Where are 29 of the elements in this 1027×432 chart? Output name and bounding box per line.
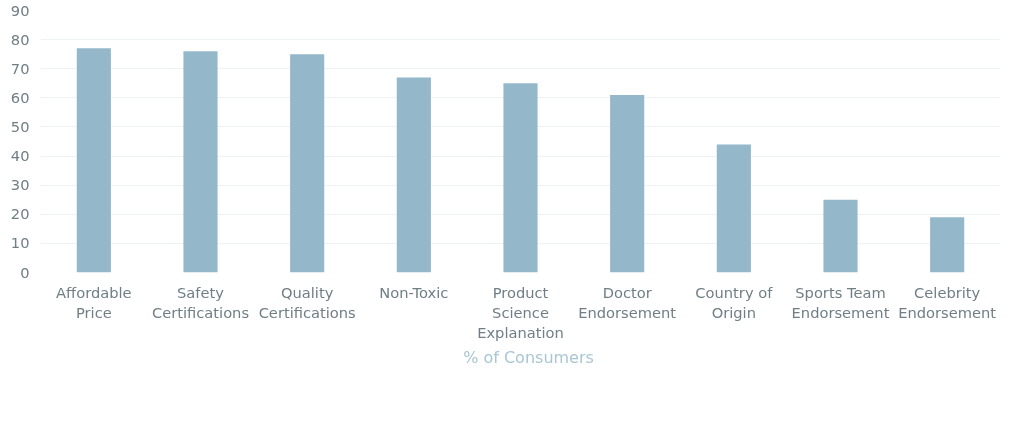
bar (503, 83, 538, 273)
y-tick-label: 60 (10, 88, 30, 106)
bar (290, 54, 325, 273)
bar (930, 217, 965, 273)
x-tick-label: Non-Toxic (379, 283, 449, 301)
y-tick-label: 0 (20, 263, 30, 281)
x-tick-label: Country of Origin (695, 283, 774, 321)
y-tick-label: 10 (10, 234, 30, 252)
x-tick-label: Sports Team Endorsement (791, 283, 890, 321)
y-tick-label: 40 (10, 147, 30, 165)
x-tick-label: Celebrity Endorsement (898, 283, 997, 321)
bar (396, 77, 431, 273)
bar (716, 144, 751, 273)
y-tick-label: 80 (10, 30, 30, 48)
y-tick-label: 50 (10, 117, 30, 135)
x-tick-label: Quality Certifications (258, 283, 356, 321)
y-tick-label: 90 (10, 1, 30, 19)
x-tick-label: Doctor Endorsement (578, 283, 677, 321)
bar (183, 51, 218, 273)
bar (610, 94, 645, 273)
x-tick-label: Affordable Price (56, 283, 132, 321)
x-tick-label: Safety Certifications (151, 283, 250, 321)
y-tick-label: 30 (10, 176, 30, 194)
x-tick-label: Product Science Explanation (477, 283, 564, 342)
y-tick-label: 20 (10, 205, 30, 223)
bar (76, 48, 111, 273)
text: % of Consumers (463, 347, 594, 367)
bar (823, 199, 858, 273)
y-tick-label: 70 (10, 59, 30, 77)
